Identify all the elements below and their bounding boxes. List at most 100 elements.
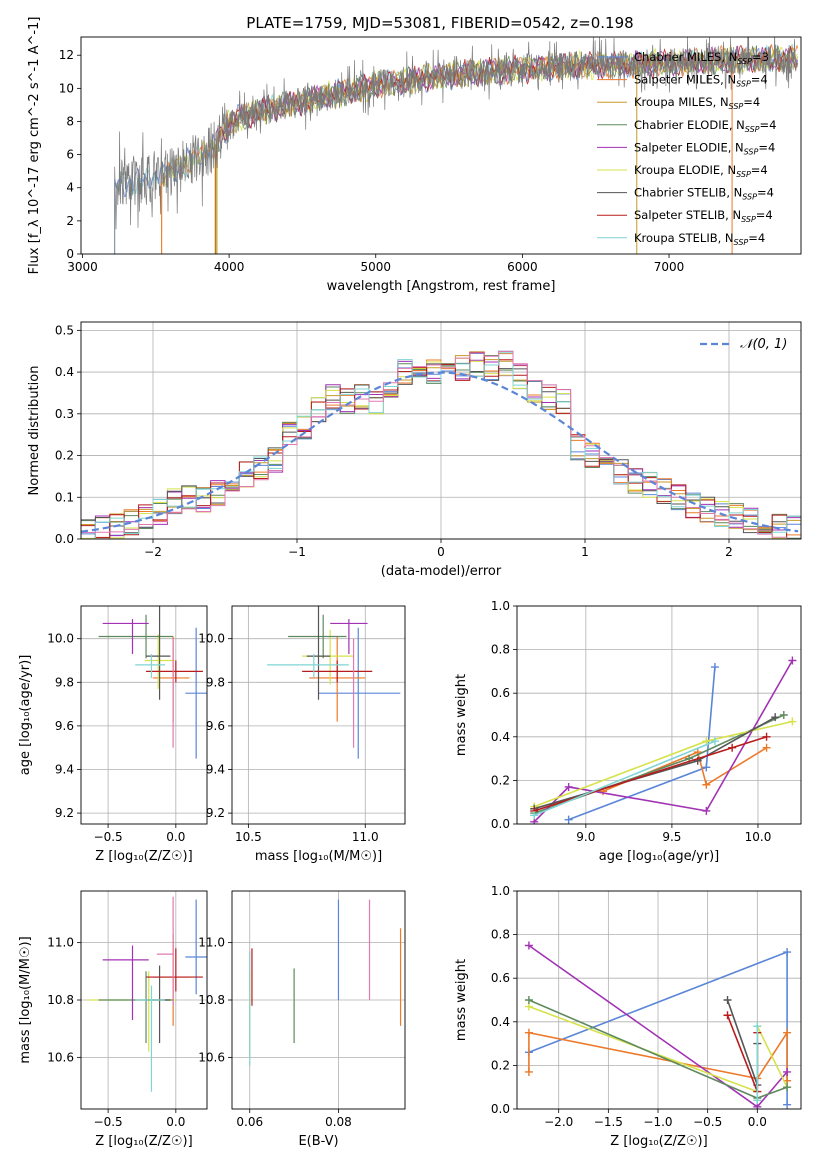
tick-label-x: 9.0	[576, 830, 595, 844]
tick-label-x: −2.0	[544, 1115, 573, 1129]
axes-mass-vs-ebv: 0.06 0.08 10.6 10.8 11.0 E(B-V)	[198, 890, 406, 1149]
weight-series-line	[533, 740, 716, 817]
legend-entry: Kroupa STELIB, NSSP=4	[634, 231, 765, 247]
figure-title: PLATE=1759, MJD=53081, FIBERID=0542, z=0…	[246, 14, 633, 32]
tick-label-x: 1	[581, 545, 589, 559]
tick-label-x: 0.06	[236, 1115, 263, 1129]
residual-histogram	[81, 362, 801, 534]
axes-frame	[80, 605, 208, 825]
tick-label-y: 4	[66, 181, 74, 195]
tick-label-x: −1	[288, 545, 306, 559]
tick-label-y: 8	[66, 114, 74, 128]
axes-frame	[80, 36, 802, 255]
tick-label-y: 10.8	[198, 993, 225, 1007]
legend-entry: Chabrier STELIB, NSSP=4	[634, 186, 774, 202]
legend-entry: Salpeter ELODIE, NSSP=4	[634, 140, 775, 156]
tick-label-x: 10.5	[235, 830, 262, 844]
tick-label-y: 0.4	[55, 365, 74, 379]
tick-label-x: 5000	[360, 260, 391, 274]
tick-label-x: 11.0	[352, 830, 379, 844]
data-point-marker	[702, 806, 711, 815]
errorbar-plot	[249, 899, 402, 1066]
axes-frame	[80, 321, 802, 540]
tick-label-y: 0.4	[491, 1015, 510, 1029]
tick-label-y: 0.2	[491, 773, 510, 787]
data-point-marker	[723, 996, 732, 1004]
tick-label-y: 0.5	[55, 323, 74, 337]
x-axis-label: E(B-V)	[298, 1134, 338, 1149]
spectrum-plot	[114, 37, 799, 254]
tick-label-y: 0.8	[491, 643, 510, 657]
tick-label-x: 0.08	[325, 1115, 352, 1129]
y-axis-label: Normed distribution	[27, 366, 42, 496]
data-point-marker	[530, 811, 539, 820]
tick-label-y: 9.6	[206, 719, 225, 733]
x-axis-label: mass [log₁₀(M/M☉)]	[255, 849, 382, 864]
data-point-marker	[753, 1096, 762, 1105]
data-point-marker	[762, 732, 771, 741]
axes-frame	[516, 605, 802, 825]
legend-entry: Kroupa ELODIE, NSSP=4	[634, 163, 768, 179]
tick-label-y: 9.2	[55, 806, 74, 820]
tick-label-y: 0.4	[491, 730, 510, 744]
tick-label-y: 0.8	[491, 928, 510, 942]
weight-plot	[530, 656, 797, 824]
data-point-marker	[702, 780, 711, 789]
tick-label-y: 0	[66, 247, 74, 261]
x-axis-label: wavelength [Angstrom, rest frame]	[327, 279, 556, 294]
tick-label-y: 0.0	[491, 1102, 510, 1116]
tick-label-x: −0.5	[94, 830, 123, 844]
data-point-marker	[564, 815, 573, 824]
data-point-marker	[762, 743, 771, 752]
axes-age-vs-Z: −0.5 0.0 9.2 9.4 9.6 9.8 10.0 Z [log₁₀(Z/Z☉)] ag…	[18, 605, 208, 864]
data-point-marker	[702, 737, 711, 746]
tick-label-x: 0.0	[166, 830, 185, 844]
data-point-marker	[788, 656, 797, 665]
axes-weight-vs-Z: −2.0 −1.5 −1.0 −0.5 0.0 0.0 0.2 0.4 0.6 0.8 1.0 Z […	[454, 884, 802, 1149]
y-axis-label: mass weight	[454, 674, 469, 756]
observed-spectrum-line	[114, 37, 799, 254]
x-axis-label: Z [log₁₀(Z/Z☉)]	[95, 849, 192, 864]
tick-label-x: 2	[725, 545, 733, 559]
tick-label-y: 0.2	[491, 1058, 510, 1072]
data-point-marker	[702, 763, 711, 772]
tick-label-y: 9.2	[206, 806, 225, 820]
legend-entry: Salpeter STELIB, NSSP=4	[634, 208, 773, 224]
data-point-marker	[723, 1011, 732, 1020]
x-axis-label: (data-model)/error	[381, 564, 502, 579]
tick-label-y: 10	[59, 81, 74, 95]
tick-label-x: 0.0	[166, 1115, 185, 1129]
weight-series-line	[726, 1015, 759, 1092]
tick-label-y: 9.8	[55, 675, 74, 689]
spectrum-legend: Chabrier MILES, NSSP=3 Salpeter MILES, NS…	[597, 50, 776, 247]
tick-label-y: 10.0	[198, 632, 225, 646]
data-point-marker	[771, 713, 780, 722]
data-point-marker	[783, 1067, 792, 1076]
tick-label-y: 9.6	[55, 719, 74, 733]
tick-label-y: 12	[59, 48, 74, 62]
data-point-marker	[788, 717, 797, 726]
y-axis-label: Flux [f_λ 10^-17 erg cm^-2 s^-1 A^-1]	[27, 17, 42, 275]
axes-weight-vs-age: 9.0 9.5 10.0 0.0 0.2 0.4 0.6 0.8 1.0 age [log₁₀(a…	[454, 599, 802, 864]
weight-series-line	[533, 720, 793, 808]
residual-histogram	[81, 352, 801, 539]
tick-label-y: 10.8	[47, 993, 74, 1007]
tick-label-y: 0.6	[491, 971, 510, 985]
legend-entry: Salpeter MILES, NSSP=4	[634, 73, 768, 89]
y-axis-label: age [log₁₀(age/yr)]	[18, 655, 33, 776]
y-axis-label: mass weight	[454, 959, 469, 1041]
tick-label-y: 11.0	[47, 936, 74, 950]
tick-label-y: 0.6	[491, 686, 510, 700]
data-point-marker	[728, 743, 737, 752]
errorbar-plot	[267, 606, 401, 759]
tick-label-y: 10.6	[198, 1050, 225, 1064]
tick-label-y: 0.2	[55, 449, 74, 463]
tick-label-x: 0	[437, 545, 445, 559]
axes-spectrum: 3000 4000 5000 6000 7000 0 2 4 6 8 10 12 wavelength …	[27, 17, 802, 294]
weight-series-line	[568, 666, 716, 821]
weight-plot	[524, 941, 792, 1109]
axes-mass-vs-Z: −0.5 0.0 10.6 10.8 11.0 Z [log₁₀(Z/Z☉)] mass […	[18, 890, 208, 1149]
data-point-marker	[710, 737, 719, 746]
legend-entry: Chabrier ELODIE, NSSP=4	[634, 118, 776, 134]
tick-label-y: 0.1	[55, 490, 74, 504]
